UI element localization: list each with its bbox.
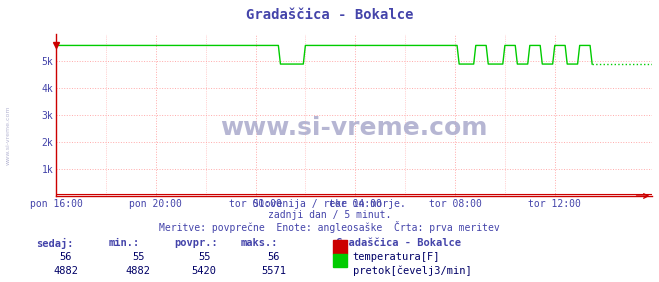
Text: 56: 56: [268, 252, 279, 262]
Text: 5420: 5420: [192, 266, 217, 276]
Text: zadnji dan / 5 minut.: zadnji dan / 5 minut.: [268, 210, 391, 220]
Text: 5571: 5571: [261, 266, 286, 276]
Text: Gradaščica - Bokalce: Gradaščica - Bokalce: [246, 8, 413, 23]
Text: 56: 56: [60, 252, 72, 262]
Text: povpr.:: povpr.:: [175, 238, 218, 248]
Text: Gradaščica - Bokalce: Gradaščica - Bokalce: [336, 238, 461, 248]
Text: min.:: min.:: [109, 238, 140, 248]
Text: Meritve: povprečne  Enote: angleosaške  Črta: prva meritev: Meritve: povprečne Enote: angleosaške Čr…: [159, 221, 500, 233]
Text: 4882: 4882: [126, 266, 151, 276]
Text: Slovenija / reke in morje.: Slovenija / reke in morje.: [253, 199, 406, 209]
Text: maks.:: maks.:: [241, 238, 278, 248]
Text: 55: 55: [132, 252, 144, 262]
Text: www.si-vreme.com: www.si-vreme.com: [6, 106, 11, 165]
Text: 55: 55: [198, 252, 210, 262]
Text: 4882: 4882: [53, 266, 78, 276]
Text: sedaj:: sedaj:: [36, 238, 74, 249]
Text: www.si-vreme.com: www.si-vreme.com: [221, 116, 488, 140]
Text: temperatura[F]: temperatura[F]: [353, 252, 440, 262]
Text: pretok[čevelj3/min]: pretok[čevelj3/min]: [353, 266, 471, 276]
